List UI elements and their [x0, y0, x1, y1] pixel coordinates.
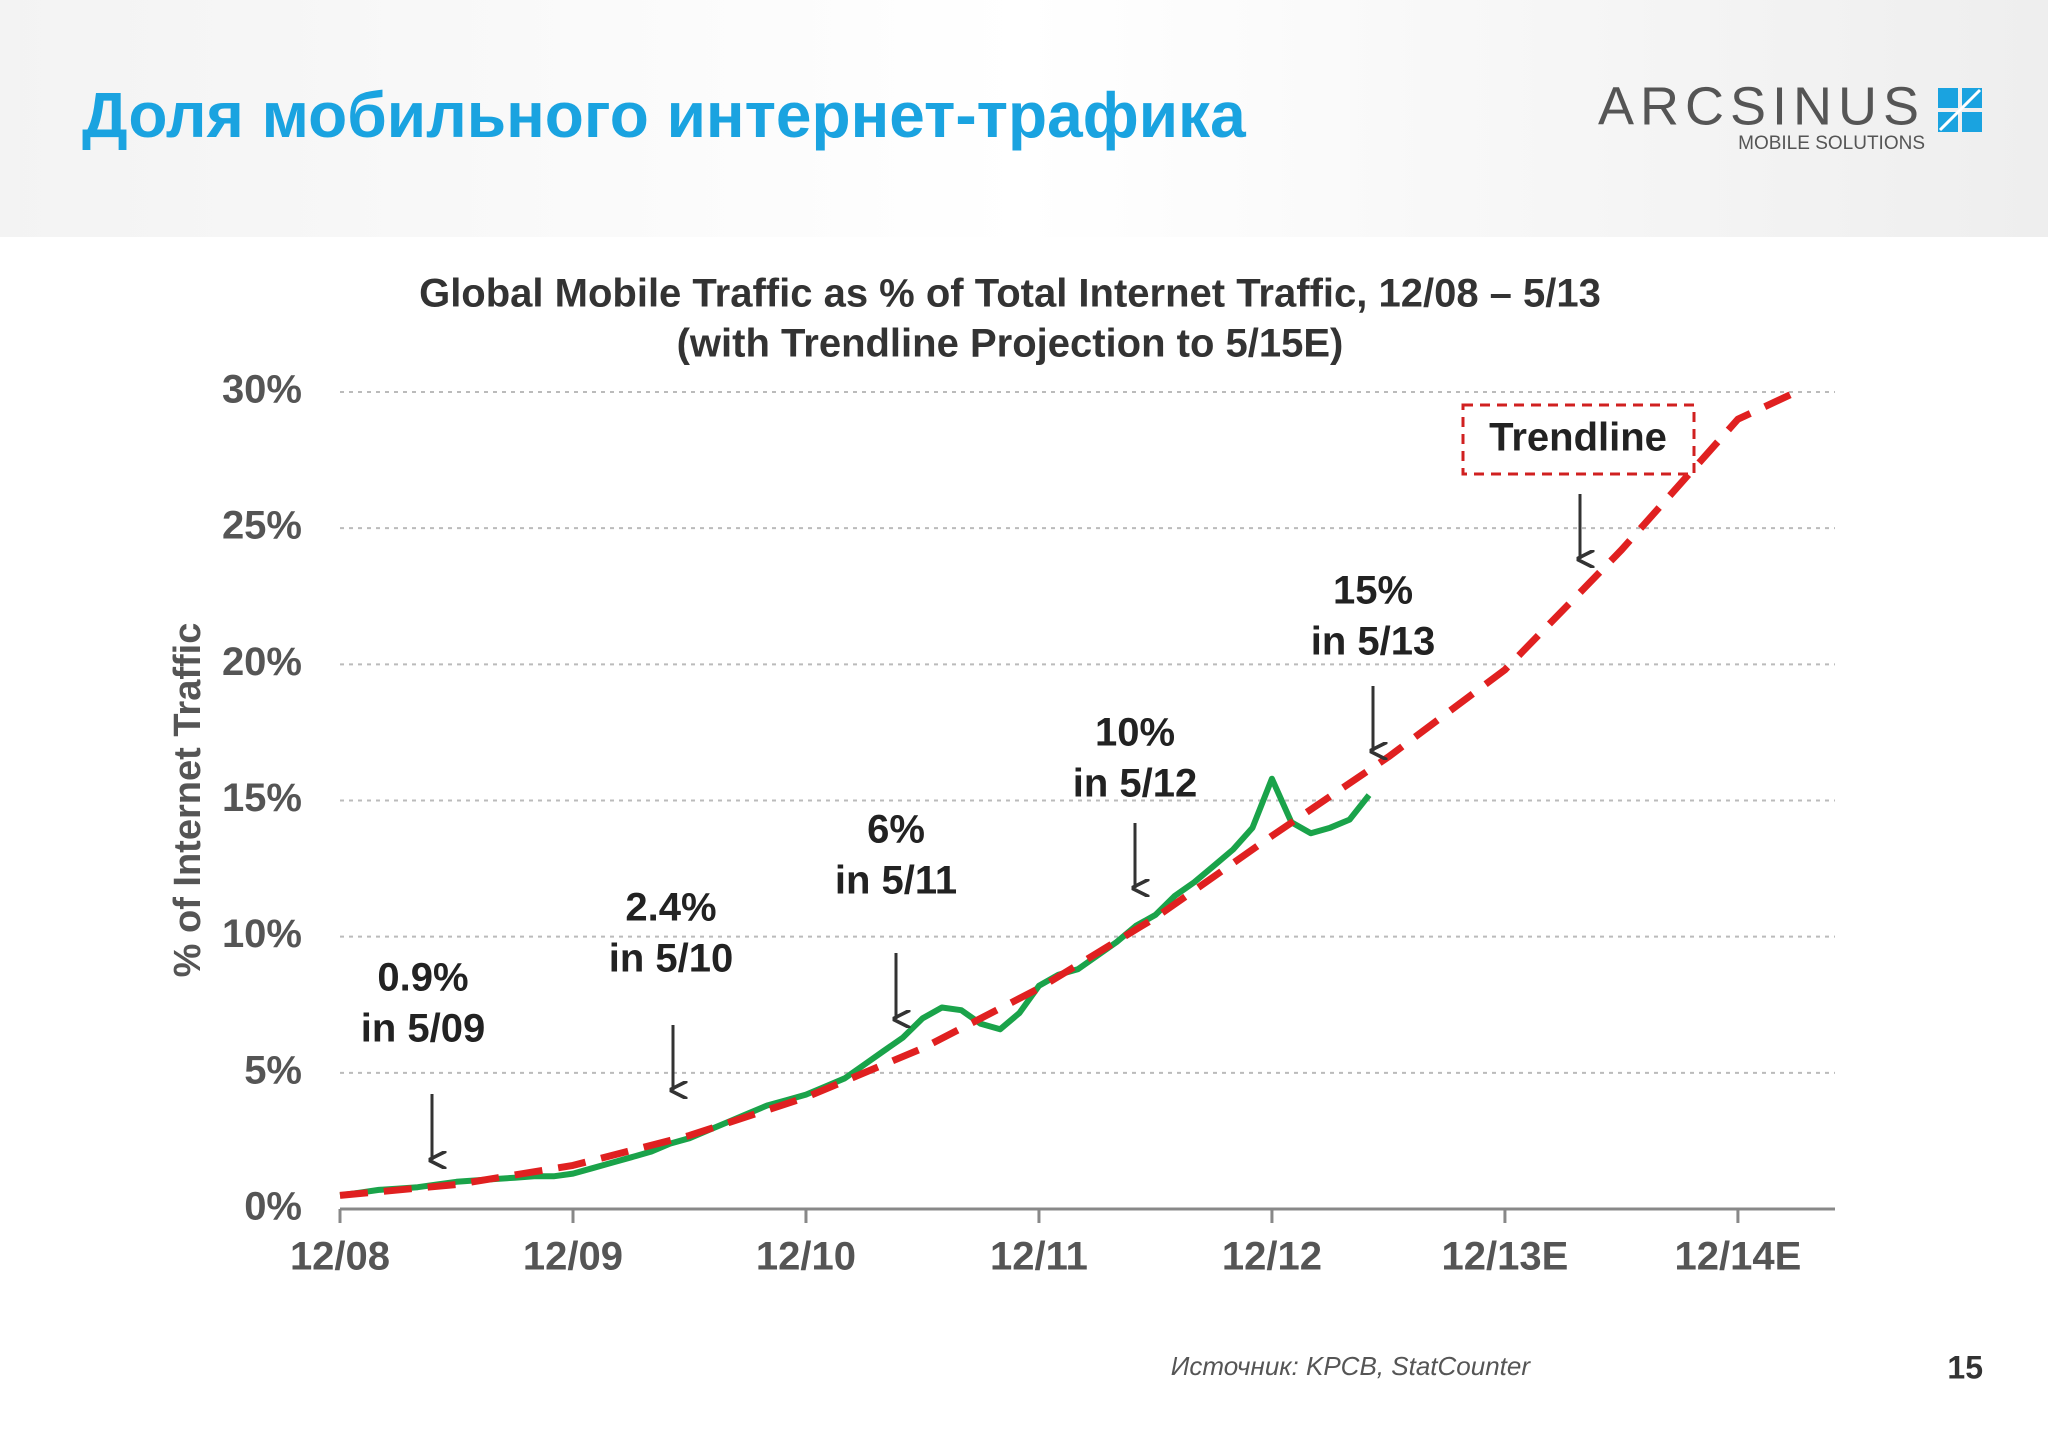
slide-title: Доля мобильного интернет-трафика	[82, 79, 1246, 151]
y-tick-label: 20%	[222, 640, 302, 684]
annotation: 15%	[1333, 569, 1413, 613]
y-tick-label: 10%	[222, 912, 302, 956]
x-tick-label: 12/10	[756, 1235, 856, 1279]
chart-title: Global Mobile Traffic as % of Total Inte…	[419, 272, 1601, 316]
trendline-box	[1461, 403, 1696, 476]
annotation: 0.9%	[377, 956, 468, 1000]
y-tick-label: 15%	[222, 776, 302, 820]
x-tick-label: 12/09	[523, 1235, 623, 1279]
annotation: 2.4%	[625, 886, 716, 930]
x-tick-label: 12/11	[990, 1235, 1088, 1279]
y-axis-label: % of Internet Traffic	[167, 623, 209, 978]
y-tick-label: 30%	[222, 368, 302, 412]
x-tick-label: 12/14E	[1675, 1235, 1802, 1279]
logo-sub: MOBILE SOLUTIONS	[1738, 133, 1925, 154]
x-tick-label: 12/13E	[1442, 1235, 1569, 1279]
data-line	[339, 388, 1798, 1199]
y-tick-label: 5%	[244, 1048, 302, 1092]
annotation: in 5/09	[361, 1007, 486, 1051]
y-tick-label: 25%	[222, 504, 302, 548]
annotation: Trendline	[1489, 416, 1667, 460]
logo: ARCSINUS	[1598, 76, 1925, 136]
logo-icon	[1938, 88, 1982, 132]
source: Источник: KPCB, StatCounter	[1171, 1351, 1532, 1381]
annotation: in 5/12	[1073, 762, 1198, 806]
annotation: 6%	[867, 808, 925, 852]
chart-subtitle: (with Trendline Projection to 5/15E)	[677, 322, 1344, 366]
data-line	[339, 775, 1372, 1199]
x-tick-label: 12/08	[290, 1235, 390, 1279]
x-tick-label: 12/12	[1222, 1235, 1322, 1279]
y-tick-label: 0%	[244, 1185, 302, 1229]
annotation: in 5/11	[835, 859, 957, 903]
annotation: in 5/10	[609, 937, 734, 981]
header-band	[0, 0, 2048, 237]
annotation: 10%	[1095, 711, 1175, 755]
page-number: 15	[1947, 1349, 1983, 1385]
annotation: in 5/13	[1311, 620, 1436, 664]
